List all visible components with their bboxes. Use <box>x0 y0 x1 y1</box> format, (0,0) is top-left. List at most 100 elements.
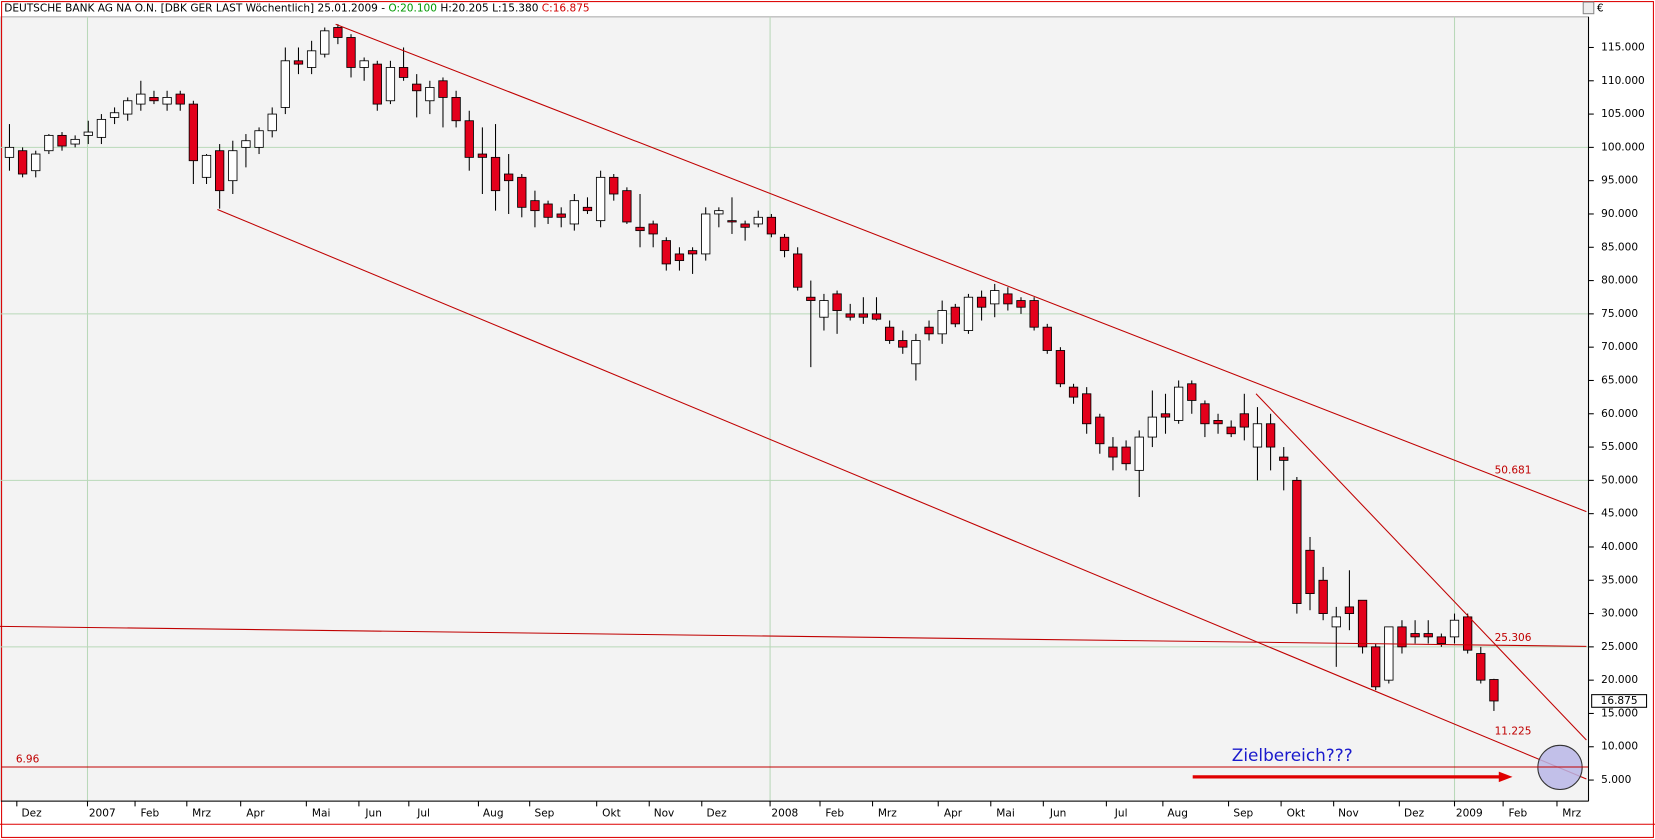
candle-body <box>1029 300 1039 328</box>
candle-body <box>1095 416 1105 445</box>
candle-body <box>109 112 120 118</box>
candle-body <box>635 226 645 232</box>
x-tick-label: Apr <box>944 808 963 820</box>
candle-body <box>1055 350 1066 385</box>
candle-body <box>727 220 737 223</box>
candle-body <box>254 130 264 148</box>
candle-body <box>359 60 369 68</box>
candle-body <box>661 240 671 265</box>
candle-body <box>267 113 277 132</box>
candle-body <box>175 93 185 105</box>
candle-body <box>884 326 895 341</box>
candle-body <box>1397 626 1407 648</box>
candle-body <box>701 213 711 255</box>
candle-body <box>215 150 225 192</box>
candle-body <box>1121 446 1131 465</box>
candle-body <box>766 216 777 235</box>
x-tick-label: Jun <box>364 808 381 820</box>
x-tick-label: Jul <box>1114 808 1128 820</box>
scroll-button[interactable] <box>1582 1 1595 15</box>
x-tick-label: Jun <box>1049 808 1066 820</box>
candle-body <box>4 146 15 158</box>
candle-body <box>188 103 199 162</box>
candle-body <box>582 206 593 212</box>
trend-line <box>0 625 1587 647</box>
candle-body <box>595 176 606 222</box>
candle-body <box>1239 413 1249 428</box>
y-tick-label: 60.000 <box>1601 408 1638 420</box>
candle-body <box>950 306 960 325</box>
candle-body <box>1436 636 1447 644</box>
y-tick-label: 85.000 <box>1601 241 1638 253</box>
x-tick-label: Mrz <box>192 808 211 820</box>
candle-body <box>464 120 474 158</box>
y-tick-label: 70.000 <box>1601 341 1638 353</box>
candle-body <box>31 153 41 172</box>
x-tick-label: Nov <box>654 808 675 820</box>
x-tick-label: Mai <box>312 808 330 820</box>
candle-body <box>517 176 527 208</box>
candle-body <box>1042 326 1052 351</box>
x-tick-label: Feb <box>1509 808 1528 820</box>
y-tick-label: 10.000 <box>1601 741 1638 753</box>
y-tick-label: 40.000 <box>1601 541 1638 553</box>
y-tick-label: 65.000 <box>1601 374 1638 386</box>
x-tick-label: 2009 <box>1456 808 1483 820</box>
candle-body <box>293 60 304 65</box>
y-tick-label: 25.000 <box>1601 641 1638 653</box>
candle-body <box>438 80 448 98</box>
candle-body <box>911 340 921 365</box>
grid <box>1 16 1589 802</box>
candle-body <box>1252 423 1263 448</box>
candle-body <box>57 134 67 147</box>
low-label: L:15.380 <box>492 2 538 14</box>
annotation: Zielbereich??? <box>1232 745 1353 765</box>
candle-body <box>425 87 435 102</box>
candle-body <box>806 296 816 301</box>
candle-body <box>1187 383 1197 401</box>
candle-body <box>793 253 803 288</box>
y-tick-label: 100.000 <box>1601 141 1645 153</box>
trend-line <box>1255 393 1587 741</box>
candle-body <box>504 173 514 182</box>
annotation: 50.681 <box>1495 465 1532 477</box>
x-tick-label: Mrz <box>878 808 897 820</box>
candle-body <box>149 97 159 102</box>
candle-body <box>687 250 698 255</box>
x-tick-label: Aug <box>1167 808 1188 820</box>
candle-body <box>1016 300 1026 308</box>
annotations: 50.681 25.306 11.225 Zielbereich??? 6.96 <box>0 23 1589 791</box>
title-text: DEUTSCHE BANK AG NA O.N. [DBK GER LAST W… <box>4 2 385 14</box>
candle-body <box>83 131 93 136</box>
candle-body <box>1384 626 1394 681</box>
candle-body <box>753 216 763 225</box>
annotation: 25.306 <box>1495 632 1532 644</box>
annotation: 11.225 <box>1495 726 1532 738</box>
candle-body <box>858 313 868 318</box>
candle-body <box>779 236 790 252</box>
candle-body <box>1200 403 1210 425</box>
y-tick-label: 55.000 <box>1601 441 1638 453</box>
open-label: O:20.100 <box>388 2 437 14</box>
candle-body <box>1371 646 1381 688</box>
y-tick-label: 80.000 <box>1601 275 1638 287</box>
x-tick-label: Feb <box>825 808 844 820</box>
y-tick-label: 105.000 <box>1601 108 1645 120</box>
title: DEUTSCHE BANK AG NA O.N. [DBK GER LAST W… <box>4 2 589 14</box>
x-tick-label: Aug <box>483 808 504 820</box>
candle-body <box>136 93 146 105</box>
candle-body <box>819 300 829 318</box>
candle-body <box>228 150 238 182</box>
x-tick-label: Apr <box>246 808 265 820</box>
candle-body <box>385 67 396 102</box>
candle-body <box>280 60 290 108</box>
arrow-head <box>1498 771 1513 783</box>
y-tick-label: 45.000 <box>1601 508 1638 520</box>
candle-body <box>1147 416 1158 438</box>
axes: 5.000 10.000 15.000 20.000 25.000 30.000 35.00… <box>1 16 1648 820</box>
candle-body <box>871 313 882 320</box>
y-tick-label: 15.000 <box>1601 707 1638 719</box>
x-tick-label: Okt <box>1287 808 1306 820</box>
